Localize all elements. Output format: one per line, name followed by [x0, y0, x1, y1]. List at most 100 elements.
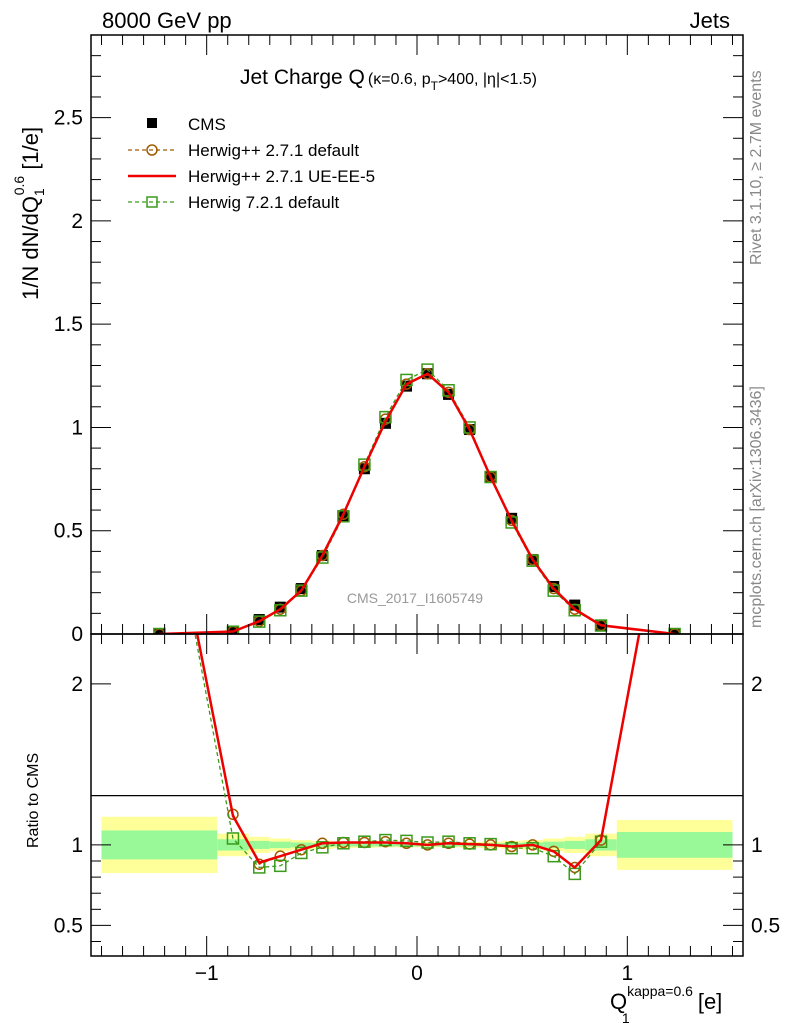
- plot-title: Jet Charge Q (κ=0.6, pT>400, |η|<1.5): [240, 66, 537, 93]
- ratio-series-2-point: [274, 859, 287, 873]
- cms-data-point: [669, 628, 681, 634]
- title-main: Jet Charge Q: [240, 66, 365, 89]
- analysis-watermark: CMS_2017_I1605749: [347, 590, 483, 606]
- main-y-tick-label: 0: [71, 623, 83, 646]
- main-series-3-point: [463, 421, 476, 434]
- main-series-3-point: [547, 584, 560, 597]
- ratio-band-inner: [217, 839, 249, 851]
- ratio-series-2-point: [526, 841, 539, 855]
- main-series-line-2: [159, 372, 675, 634]
- ratio-series-line-0: [196, 634, 640, 869]
- ratio-band-inner: [395, 843, 417, 847]
- legend-herwig7-marker: [146, 196, 158, 208]
- ratio-band-inner: [501, 842, 523, 847]
- x-tick-label: −1: [195, 962, 219, 985]
- ratio-band-inner: [353, 843, 375, 847]
- ylabel-sup: 0.6: [11, 176, 27, 196]
- ratio-y-axis-label: Ratio to CMS: [25, 753, 42, 848]
- ratio-band-inner: [616, 832, 733, 858]
- main-series-3-point: [358, 458, 371, 471]
- ratio-y-tick-label-right: 1: [751, 834, 763, 857]
- legend-cms-marker: [147, 118, 157, 128]
- main-series-3-point: [337, 510, 350, 523]
- ratio-series-2-point: [379, 833, 392, 847]
- main-y-axis-label: 1/N dN/dQ1 0.6 [1/e]: [11, 127, 47, 300]
- axes-ticks: 0 0.5 1 1.5 2 2.5 0.5 0.5 1 1 2 2 −1 0 1: [54, 35, 780, 985]
- main-series-3-point: [153, 627, 166, 634]
- main-series-3-point: [274, 603, 287, 617]
- ratio-y-tick-label: 2: [71, 673, 83, 696]
- main-series-3-point: [442, 384, 455, 397]
- x-tick-label: 1: [621, 962, 633, 985]
- ratio-series-2-point: [154, 437, 165, 448]
- main-series-3-point: [505, 516, 518, 529]
- main-y-tick-label: 0.5: [54, 520, 83, 543]
- ratio-band-inner: [269, 841, 291, 849]
- title-paren-close: >400, |η|<1.5): [438, 71, 537, 88]
- ratio-band-inner: [564, 840, 586, 849]
- main-series-3-point: [253, 615, 266, 628]
- xlabel-suffix: [e]: [692, 989, 723, 1014]
- x-tick-label: 0: [411, 962, 423, 985]
- rivet-version-label: Rivet 3.1.10, ≥ 2.7M events: [748, 70, 765, 265]
- ratio-y-tick-label-right: 2: [751, 673, 763, 696]
- ylabel-sub: 1: [31, 188, 47, 196]
- ratio-plot-series: [154, 437, 680, 881]
- main-series-3-point: [295, 584, 308, 597]
- ratio-series-2-point: [421, 836, 434, 849]
- ratio-series-2-point: [505, 841, 518, 855]
- header-jets: Jets: [690, 8, 730, 33]
- header-energy: 8000 GeV pp: [102, 8, 232, 33]
- legend-herwig7-label: Herwig 7.2.1 default: [188, 193, 339, 212]
- title-pt-sub: T: [431, 79, 439, 93]
- main-series-3-point: [568, 603, 581, 617]
- legend-cms-label: CMS: [188, 115, 226, 134]
- ylabel-prefix: 1/N dN/dQ: [18, 196, 43, 300]
- legend-herwig-pp-default-label: Herwig++ 2.7.1 default: [188, 141, 359, 160]
- mcplots-label: mcplots.cern.ch [arXiv:1306.3436]: [748, 386, 765, 628]
- ratio-series-line-1: [195, 634, 641, 870]
- ratio-band-inner: [543, 841, 565, 849]
- ratio-band-inner: [248, 840, 270, 849]
- main-plot-series: [153, 363, 681, 634]
- main-y-tick-label: 2.5: [54, 107, 83, 130]
- main-series-3-point: [484, 470, 497, 484]
- title-paren-open: (κ=0.6, p: [368, 71, 431, 88]
- ylabel-suffix: [1/e]: [18, 127, 43, 176]
- ratio-series-line-2: [194, 634, 640, 875]
- main-y-tick-label: 2: [71, 210, 83, 233]
- ratio-series-2-point: [226, 832, 240, 845]
- ratio-series-0-point: [670, 437, 680, 447]
- xlabel-sub: 1: [622, 1010, 630, 1024]
- ratio-band-inner: [438, 843, 460, 847]
- legend: CMS Herwig++ 2.7.1 default Herwig++ 2.7.…: [128, 115, 375, 212]
- main-y-tick-label: 1: [71, 416, 83, 439]
- ratio-band-inner: [101, 830, 218, 860]
- cms-data-point: [153, 628, 165, 634]
- ratio-y-tick-label: 1: [71, 834, 83, 857]
- ratio-series-2-point: [669, 437, 680, 448]
- main-series-3-point: [526, 554, 539, 567]
- ratio-series-2-point: [442, 835, 455, 848]
- ratio-band-inner: [332, 843, 354, 847]
- ratio-band-inner: [311, 842, 333, 847]
- ratio-series-2-point: [316, 841, 329, 854]
- cms-data-point: [274, 601, 286, 613]
- legend-herwig-pp-default-marker: [146, 144, 158, 156]
- cms-data-point: [253, 614, 265, 626]
- ratio-y-tick-label: 0.5: [54, 914, 83, 937]
- ratio-series-0-point: [274, 850, 287, 862]
- xlabel-sup: kappa=0.6: [627, 983, 693, 999]
- x-axis-label: Qkappa=0.6 1 [e]: [610, 983, 722, 1024]
- ratio-series-2-point: [400, 834, 413, 848]
- main-y-tick-label: 1.5: [54, 313, 83, 336]
- legend-herwig-pp-ueee5-label: Herwig++ 2.7.1 UE-EE-5: [188, 167, 375, 186]
- xlabel-base: Q: [610, 989, 627, 1014]
- main-series-3-point: [316, 551, 329, 564]
- ratio-y-tick-label-right: 0.5: [751, 914, 780, 937]
- main-series-3-point: [668, 627, 681, 634]
- ratio-series-0-point: [154, 437, 164, 447]
- main-series-line-3: [159, 368, 675, 634]
- ratio-series-2-point: [295, 846, 308, 860]
